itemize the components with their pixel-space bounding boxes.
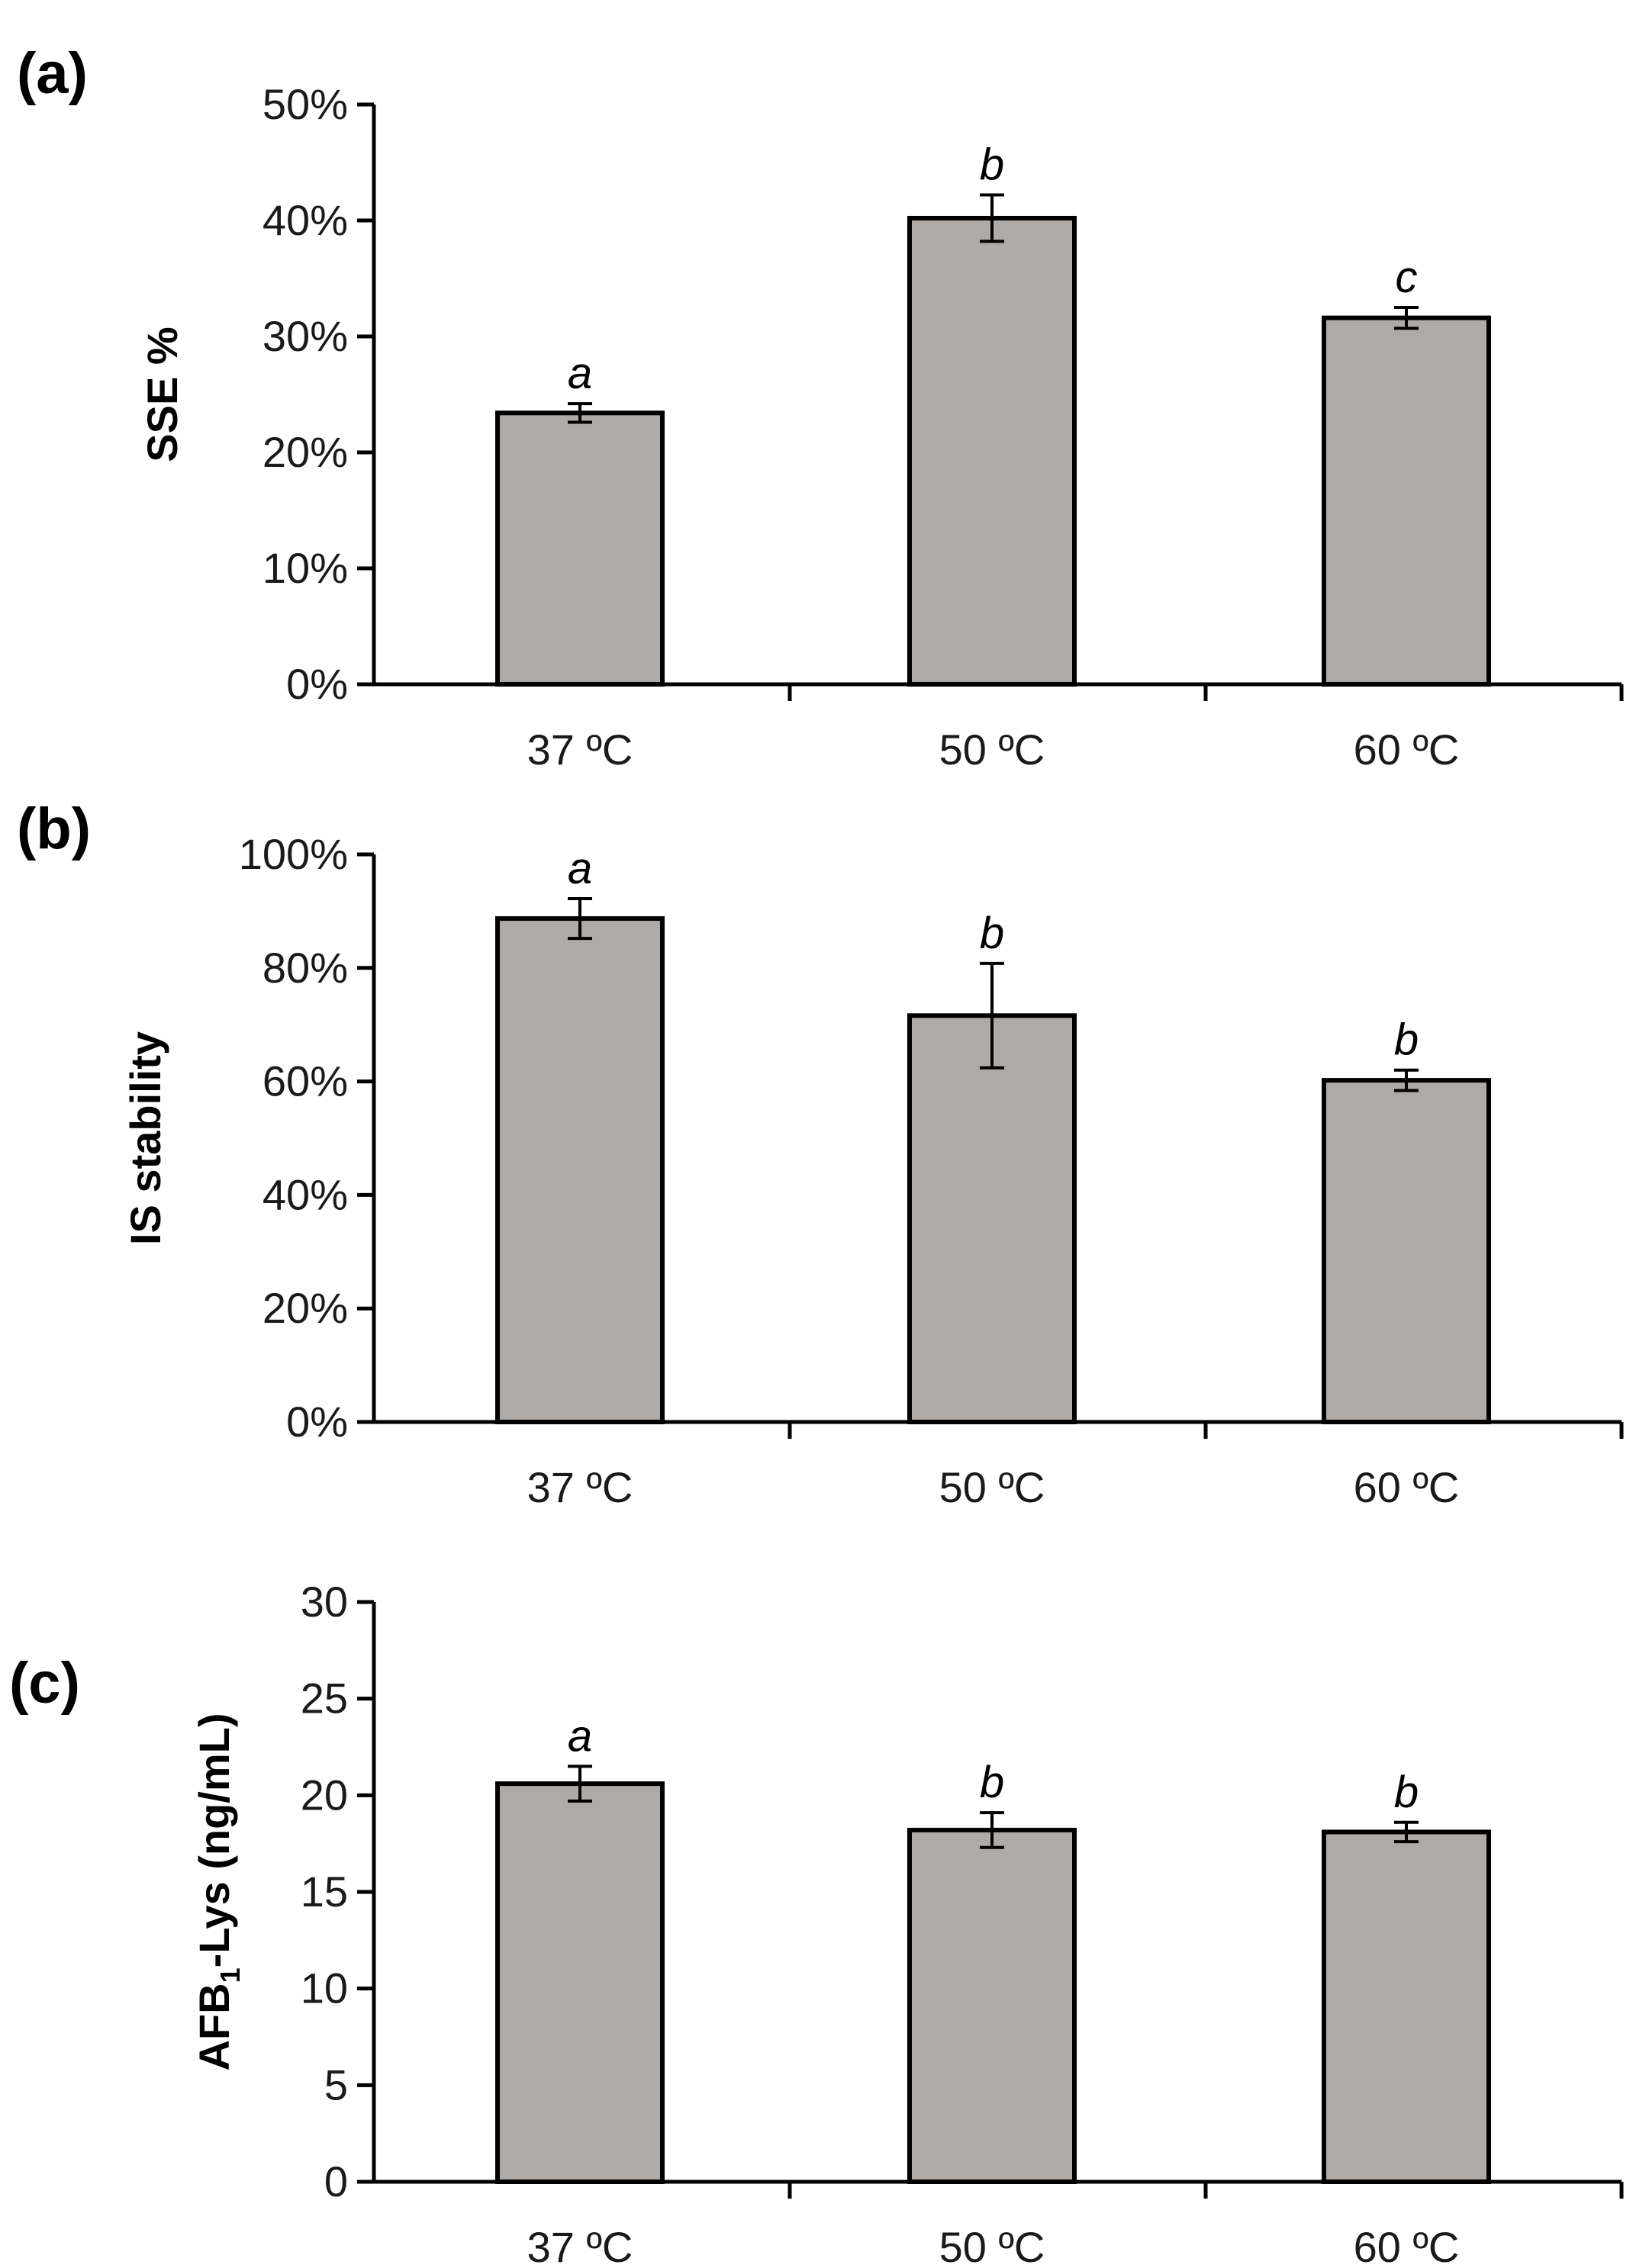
x-tick-label-1: 37 ºC bbox=[527, 725, 633, 774]
significance-letter-3: b bbox=[1394, 1768, 1419, 1817]
x-tick-label-2: 50 ºC bbox=[939, 2223, 1045, 2268]
y-tick-label: 5 bbox=[324, 2061, 348, 2109]
x-tick-label-2: 50 ºC bbox=[939, 1463, 1045, 1511]
x-tick-label-3: 60 ºC bbox=[1354, 725, 1460, 774]
y-tick-label: 15 bbox=[301, 1867, 348, 1916]
x-tick-label-3: 60 ºC bbox=[1354, 2223, 1460, 2268]
y-tick-label: 30% bbox=[262, 312, 348, 360]
y-axis-title: AFB1-Lys (ng/mL) bbox=[190, 1713, 246, 2070]
bar-2 bbox=[907, 1827, 1077, 2185]
bar-3 bbox=[1322, 1829, 1491, 2184]
bar-1 bbox=[495, 1781, 665, 2184]
y-tick-label: 20 bbox=[301, 1771, 348, 1819]
y-axis-title-main: IS stability bbox=[121, 1031, 169, 1245]
panel-label: (b) bbox=[17, 796, 91, 861]
y-tick-label: 50% bbox=[262, 80, 348, 128]
y-tick-label: 20% bbox=[262, 1284, 348, 1332]
y-tick-label: 10 bbox=[301, 1964, 348, 2012]
y-tick-label: 25 bbox=[301, 1674, 348, 1723]
y-axis-title: IS stability bbox=[121, 1031, 169, 1245]
significance-letter-1: a bbox=[568, 1711, 592, 1761]
y-tick-label: 60% bbox=[262, 1057, 348, 1105]
significance-letter-2: b bbox=[980, 909, 1004, 958]
x-tick-label-1: 37 ºC bbox=[527, 1463, 633, 1511]
y-tick-label: 0 bbox=[324, 2157, 348, 2205]
panel-label: (c) bbox=[9, 1651, 80, 1716]
panel-label: (a) bbox=[17, 41, 88, 106]
y-axis-title-main: SSE % bbox=[138, 327, 186, 462]
significance-letter-2: b bbox=[980, 140, 1004, 190]
bar-3 bbox=[1322, 315, 1491, 687]
y-tick-label: 30 bbox=[301, 1578, 348, 1626]
y-tick-label: 0% bbox=[286, 1398, 348, 1446]
y-tick-label: 20% bbox=[262, 428, 348, 476]
bar-2 bbox=[907, 215, 1077, 687]
bar-3 bbox=[1322, 1078, 1491, 1425]
y-axis-title-subscript: 1 bbox=[214, 1967, 246, 1983]
significance-letter-1: a bbox=[568, 844, 592, 893]
chart-panel-1: (a) SSE % 0% 10% 20% 30% 40% 50% a 37 ºC b 50 ºC c 60… bbox=[17, 41, 1624, 774]
x-tick-label-3: 60 ºC bbox=[1354, 1463, 1460, 1511]
significance-letter-2: b bbox=[980, 1758, 1004, 1807]
bar-1 bbox=[495, 916, 665, 1424]
significance-letter-1: a bbox=[568, 349, 592, 398]
bar-1 bbox=[495, 410, 665, 687]
x-tick-label-1: 37 ºC bbox=[527, 2223, 633, 2268]
y-tick-label: 40% bbox=[262, 196, 348, 244]
chart-panel-3: (c) AFB1-Lys (ng/mL) 0 5 10 15 20 25 30 a 37 ºC b 50… bbox=[9, 1578, 1624, 2268]
y-tick-label: 40% bbox=[262, 1170, 348, 1218]
significance-letter-3: c bbox=[1396, 253, 1418, 302]
y-tick-label: 100% bbox=[239, 830, 348, 878]
x-tick-label-2: 50 ºC bbox=[939, 725, 1045, 774]
bar-2 bbox=[907, 1013, 1077, 1424]
chart-panel-2: (b) IS stability 0% 20% 40% 60% 80% 100% a 37 ºC b… bbox=[17, 796, 1624, 1511]
y-tick-label: 0% bbox=[286, 660, 348, 708]
y-axis-title: SSE % bbox=[138, 327, 186, 462]
y-tick-label: 80% bbox=[262, 944, 348, 992]
significance-letter-3: b bbox=[1394, 1015, 1419, 1065]
y-axis-title-main: AFB bbox=[190, 1983, 238, 2070]
y-tick-label: 10% bbox=[262, 544, 348, 592]
y-axis-title-suffix: -Lys (ng/mL) bbox=[190, 1713, 238, 1967]
